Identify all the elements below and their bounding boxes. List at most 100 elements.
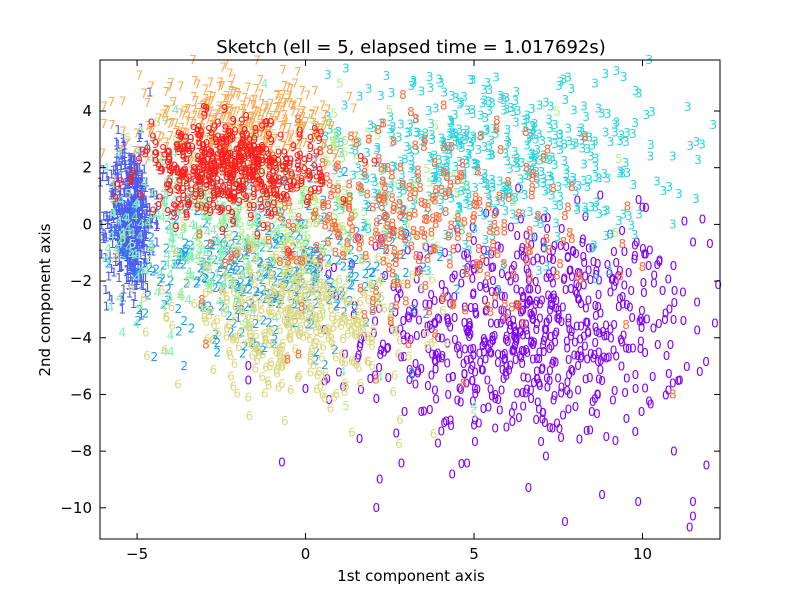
- data-point-8: 8: [544, 143, 552, 157]
- data-point-0: 0: [482, 277, 490, 291]
- data-point-6: 6: [142, 326, 150, 340]
- data-point-0: 0: [587, 273, 595, 287]
- data-point-1: 1: [100, 209, 108, 223]
- data-point-0: 0: [612, 434, 620, 448]
- data-point-1: 1: [131, 279, 139, 293]
- data-point-1: 1: [131, 236, 139, 250]
- data-point-0: 0: [427, 288, 435, 302]
- data-point-0: 0: [481, 335, 489, 349]
- data-point-0: 0: [619, 290, 627, 304]
- data-point-1: 1: [101, 228, 109, 242]
- data-point-2: 2: [283, 270, 291, 284]
- data-point-3: 3: [648, 105, 656, 119]
- data-point-1: 1: [124, 271, 132, 285]
- data-point-0: 0: [555, 308, 563, 322]
- data-point-1: 1: [121, 224, 129, 238]
- data-point-0: 0: [483, 303, 491, 317]
- data-point-1: 1: [125, 165, 133, 179]
- data-point-9: 9: [315, 183, 323, 197]
- data-point-0: 0: [556, 422, 564, 436]
- data-point-0: 0: [513, 298, 521, 312]
- data-point-0: 0: [469, 258, 477, 272]
- data-point-1: 1: [132, 199, 140, 213]
- data-point-2: 2: [232, 253, 240, 267]
- data-point-1: 1: [146, 208, 154, 222]
- data-point-7: 7: [328, 119, 336, 133]
- data-point-8: 8: [399, 88, 407, 102]
- data-point-0: 0: [519, 386, 527, 400]
- data-point-8: 8: [390, 135, 398, 149]
- data-point-3: 3: [603, 204, 611, 218]
- data-point-8: 8: [369, 294, 377, 308]
- data-point-7: 7: [108, 95, 116, 109]
- data-point-6: 6: [422, 326, 430, 340]
- data-point-1: 1: [140, 163, 148, 177]
- data-point-1: 1: [137, 259, 145, 273]
- data-point-2: 2: [330, 285, 338, 299]
- data-point-2: 2: [228, 278, 236, 292]
- data-point-0: 0: [498, 267, 506, 281]
- data-point-0: 0: [379, 338, 387, 352]
- data-point-8: 8: [324, 235, 332, 249]
- data-point-0: 0: [587, 347, 595, 361]
- data-point-3: 3: [684, 100, 692, 114]
- data-point-1: 1: [133, 236, 141, 250]
- data-point-0: 0: [488, 389, 496, 403]
- data-point-9: 9: [149, 130, 157, 144]
- data-point-4: 4: [107, 300, 115, 314]
- data-point-1: 1: [131, 206, 139, 220]
- data-point-9: 9: [235, 183, 243, 197]
- data-point-1: 1: [135, 204, 143, 218]
- data-point-6: 6: [172, 246, 180, 260]
- data-point-0: 0: [498, 384, 506, 398]
- data-point-0: 0: [544, 211, 552, 225]
- data-point-1: 1: [130, 241, 138, 255]
- data-point-0: 0: [464, 326, 472, 340]
- data-point-8: 8: [545, 243, 553, 257]
- data-point-0: 0: [681, 215, 689, 229]
- data-point-1: 1: [116, 206, 124, 220]
- data-point-2: 2: [278, 293, 286, 307]
- data-point-0: 0: [595, 288, 603, 302]
- data-point-8: 8: [404, 278, 412, 292]
- data-point-1: 1: [132, 268, 140, 282]
- data-point-3: 3: [675, 187, 683, 201]
- data-point-9: 9: [268, 208, 276, 222]
- data-point-6: 6: [281, 414, 289, 428]
- data-point-0: 0: [462, 376, 470, 390]
- data-point-6: 6: [245, 409, 253, 423]
- data-point-1: 1: [139, 203, 147, 217]
- data-point-0: 0: [518, 357, 526, 371]
- data-point-8: 8: [379, 174, 387, 188]
- data-point-2: 2: [252, 317, 260, 331]
- data-point-1: 1: [104, 218, 112, 232]
- data-point-0: 0: [464, 325, 472, 339]
- data-point-0: 0: [676, 373, 684, 387]
- data-point-7: 7: [308, 107, 316, 121]
- data-point-0: 0: [579, 236, 587, 250]
- data-point-1: 1: [124, 171, 132, 185]
- data-point-0: 0: [357, 337, 365, 351]
- data-point-2: 2: [276, 234, 284, 248]
- data-point-0: 0: [518, 317, 526, 331]
- data-point-7: 7: [140, 87, 148, 101]
- data-point-0: 0: [557, 239, 565, 253]
- data-point-1: 1: [111, 195, 119, 209]
- data-point-4: 4: [103, 252, 111, 266]
- data-point-0: 0: [638, 314, 646, 328]
- data-point-1: 1: [111, 201, 119, 215]
- data-point-0: 0: [650, 322, 658, 336]
- data-point-1: 1: [137, 179, 145, 193]
- data-point-1: 1: [120, 222, 128, 236]
- data-point-0: 0: [341, 347, 349, 361]
- data-point-1: 1: [132, 169, 140, 183]
- data-point-0: 0: [467, 353, 475, 367]
- data-point-1: 1: [116, 188, 124, 202]
- data-point-8: 8: [365, 132, 373, 146]
- data-point-1: 1: [133, 218, 141, 232]
- data-point-0: 0: [565, 353, 573, 367]
- data-point-0: 0: [674, 374, 682, 388]
- data-point-3: 3: [467, 73, 475, 87]
- data-point-2: 2: [261, 341, 269, 355]
- data-point-1: 1: [132, 268, 140, 282]
